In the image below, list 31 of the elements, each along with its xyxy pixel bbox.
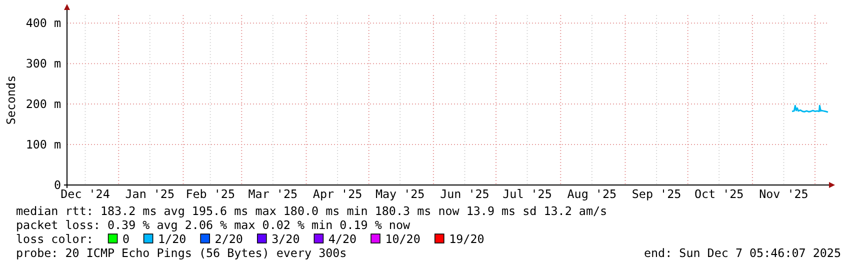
- text: loss color:: [16, 232, 94, 246]
- x-tick-label: May '25: [375, 187, 425, 201]
- x-tick-label: Jul '25: [502, 187, 552, 201]
- x-tick-label: Feb '25: [186, 187, 235, 201]
- y-tick-label: 400 m: [26, 16, 61, 30]
- x-tick-label: Oct '25: [694, 187, 744, 201]
- x-tick-label: Apr '25: [312, 187, 362, 201]
- text: 4/20: [328, 232, 357, 246]
- text: 0: [122, 232, 130, 246]
- y-axis-title: Seconds: [4, 75, 18, 125]
- text: 19/20: [449, 232, 484, 246]
- text: 10/20: [385, 232, 420, 246]
- line-series: [791, 104, 829, 113]
- x-tick-label: Nov '25: [759, 187, 808, 201]
- y-tick-label: 300 m: [26, 56, 61, 71]
- x-tick-label: Dec '24: [60, 187, 110, 201]
- x-tick-label: Jan '25: [125, 187, 175, 201]
- text: 1/20: [158, 232, 186, 246]
- y-tick-label: 200 m: [26, 97, 61, 112]
- x-tick-label: Mar '25: [248, 187, 298, 201]
- text: 3/20: [272, 232, 300, 246]
- x-tick-label: Sep '25: [632, 187, 682, 201]
- x-tick-label: Aug '25: [567, 187, 617, 201]
- text: 2/20: [214, 232, 243, 246]
- x-tick-label: Jun '25: [440, 187, 490, 201]
- text: end: Sun Dec 7 05:46:07 2025: [644, 246, 841, 260]
- text: probe: 20 ICMP Echo Pings (56 Bytes) every 300s: [16, 246, 347, 260]
- text: packet loss: 0.39 % avg 2.06 % max 0.02 % min 0.19 % now: [16, 218, 412, 232]
- y-tick-label: 100 m: [26, 138, 61, 152]
- text: median rtt: 183.2 ms avg 195.6 ms max 180.0 ms min 180.3 ms now 13.9 ms sd 13.2 am/s: [16, 204, 608, 218]
- y-tick-label: 0: [54, 178, 61, 192]
